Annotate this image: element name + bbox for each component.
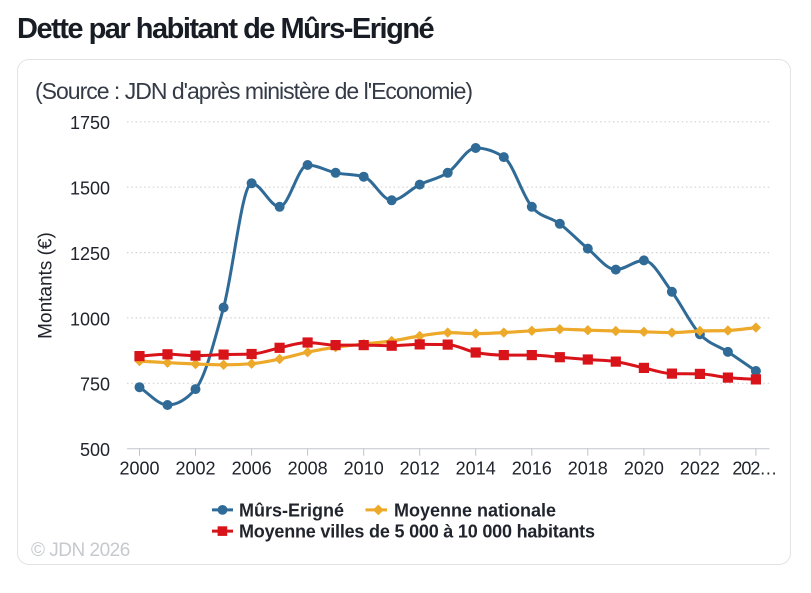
svg-text:1500: 1500	[70, 179, 110, 199]
svg-text:2012: 2012	[400, 459, 440, 479]
svg-text:Moyenne nationale: Moyenne nationale	[394, 500, 556, 520]
svg-text:2006: 2006	[232, 459, 272, 479]
svg-text:202…: 202…	[732, 459, 776, 479]
svg-text:500: 500	[80, 440, 110, 460]
svg-text:2014: 2014	[456, 459, 496, 479]
svg-text:750: 750	[80, 375, 110, 395]
svg-text:2010: 2010	[344, 459, 384, 479]
svg-text:2008: 2008	[288, 459, 328, 479]
svg-text:Montants (€): Montants (€)	[36, 232, 57, 339]
svg-text:2002: 2002	[175, 459, 215, 479]
svg-text:1250: 1250	[70, 244, 110, 264]
svg-text:2020: 2020	[624, 459, 664, 479]
svg-text:2022: 2022	[680, 459, 720, 479]
svg-text:1750: 1750	[70, 113, 110, 133]
svg-text:2000: 2000	[119, 459, 159, 479]
svg-text:2018: 2018	[568, 459, 608, 479]
svg-text:Mûrs-Erigné: Mûrs-Erigné	[239, 500, 344, 520]
svg-text:Moyenne villes de 5 000 à 10 0: Moyenne villes de 5 000 à 10 000 habitan…	[239, 522, 595, 542]
svg-text:1000: 1000	[70, 309, 110, 329]
svg-text:2016: 2016	[512, 459, 552, 479]
